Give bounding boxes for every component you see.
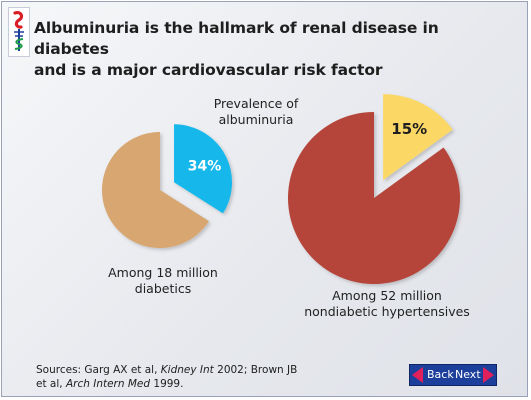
caption-hypertensives-line-2: nondiabetic hypertensives: [304, 304, 470, 319]
slice-15-percent: [383, 94, 453, 181]
sources-journal-1: Kidney Int: [160, 364, 214, 376]
caduceus-logo-icon: [13, 11, 24, 51]
back-button[interactable]: Back: [427, 368, 454, 381]
caption-diabetics-line-1: Among 18 million: [108, 265, 218, 280]
sources-prefix: Sources: Garg AX et al,: [36, 364, 161, 376]
title-line-2: and is a major cardiovascular risk facto…: [34, 61, 383, 79]
next-arrow-icon[interactable]: [483, 367, 494, 383]
caption-hypertensives: Among 52 million nondiabetic hypertensiv…: [292, 288, 482, 320]
back-arrow-icon[interactable]: [412, 367, 423, 383]
slide-title: Albuminuria is the hallmark of renal dis…: [34, 18, 504, 81]
annotation-line-1: Prevalence of: [214, 96, 299, 111]
annotation-line-2: albuminuria: [219, 112, 294, 127]
title-line-1: Albuminuria is the hallmark of renal dis…: [34, 19, 439, 58]
sources-journal-2: Arch Intern Med: [65, 378, 151, 390]
caption-diabetics: Among 18 million diabetics: [88, 265, 238, 297]
logo: [8, 7, 30, 57]
slice-remaining-diabetics: [102, 132, 209, 249]
sources-text: Sources: Garg AX et al, Kidney Int 2002;…: [36, 363, 306, 391]
sources-suffix: 1999.: [150, 378, 184, 390]
caption-diabetics-line-2: diabetics: [134, 281, 192, 296]
sources-mid: 2002; Brown JB et al,: [36, 364, 298, 390]
nav-bar: Back Next: [409, 364, 497, 386]
slice-remaining-hypertensives: [288, 112, 460, 285]
pie-chart-diabetics: 34%: [102, 124, 233, 249]
slice-34-percent: [174, 124, 233, 214]
nav-arrows: [412, 367, 494, 383]
slice-34-percent-label: 34%: [188, 159, 222, 175]
pie-chart-hypertensives: 15%: [288, 94, 460, 285]
caption-hypertensives-line-1: Among 52 million: [332, 288, 442, 303]
slice-15-percent-label: 15%: [391, 120, 427, 138]
next-button[interactable]: Next: [455, 368, 481, 381]
